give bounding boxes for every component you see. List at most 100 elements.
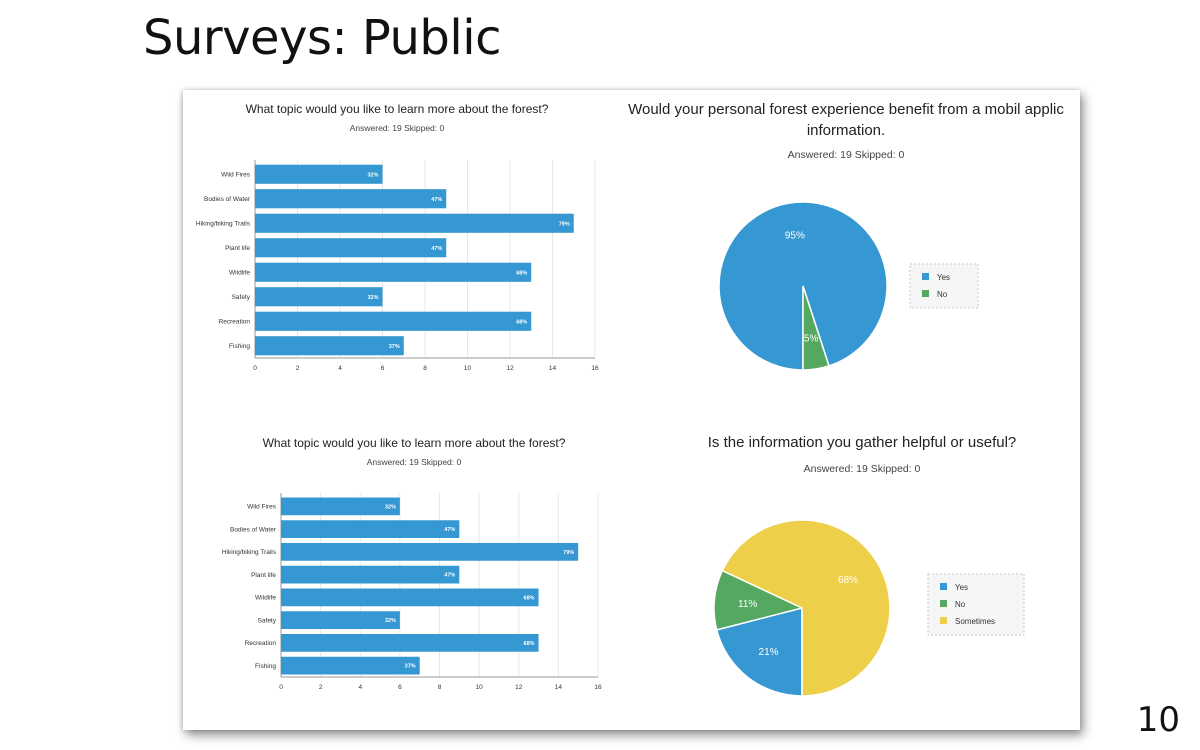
bar <box>281 656 420 675</box>
pie-slice <box>715 607 803 697</box>
category-label: Safety <box>232 294 251 301</box>
category-label: Bodies of Water <box>230 526 277 533</box>
pie-slice-label: 68% <box>838 575 858 586</box>
bar <box>255 164 383 184</box>
pie-chart-meta: Answered: 19 Skipped: 0 <box>804 463 921 475</box>
pie-chart-title-line-1: Would your personal forest experience be… <box>628 101 1064 118</box>
bar-value-label: 68% <box>524 641 535 647</box>
legend-box <box>909 263 979 309</box>
bar <box>281 543 579 561</box>
bar <box>255 262 532 282</box>
category-label: Plant life <box>225 245 250 252</box>
pie-chart-helpful-info: Is the information you gather helpful or… <box>708 434 1025 697</box>
pie-chart-meta: Answered: 19 Skipped: 0 <box>788 149 905 161</box>
bar <box>255 336 404 356</box>
category-label: Wildlife <box>255 595 276 602</box>
x-tick-label: 0 <box>279 684 283 691</box>
slide-title: Surveys: Public <box>143 10 501 66</box>
bar-value-label: 32% <box>385 504 396 510</box>
x-tick-label: 16 <box>591 365 599 372</box>
bar-value-label: 32% <box>367 172 378 178</box>
legend-swatch <box>940 617 947 624</box>
x-tick-label: 0 <box>253 365 257 372</box>
category-label: Recreation <box>219 319 251 326</box>
pie-slice-label: 11% <box>738 599 757 610</box>
x-tick-label: 6 <box>398 684 402 691</box>
legend-swatch <box>940 583 947 590</box>
pie-slice <box>802 285 830 371</box>
bar-chart-topics-top: What topic would you like to learn more … <box>196 102 599 372</box>
category-label: Recreation <box>245 640 277 647</box>
x-tick-label: 6 <box>381 365 385 372</box>
bar-chart-topics-bottom: What topic would you like to learn more … <box>222 436 602 691</box>
survey-charts: What topic would you like to learn more … <box>196 101 1064 697</box>
category-label: Wildlife <box>229 270 250 277</box>
pie-slice-label: 95% <box>785 231 805 242</box>
x-tick-label: 2 <box>296 365 300 372</box>
legend-swatch <box>940 600 947 607</box>
bar-value-label: 68% <box>516 270 527 276</box>
pie-slice <box>721 519 891 697</box>
pie-chart-mobile-app: Would your personal forest experience be… <box>628 101 1064 371</box>
bar-chart-meta: Answered: 19 Skipped: 0 <box>367 457 462 467</box>
bar-value-label: 32% <box>385 618 396 624</box>
x-tick-label: 12 <box>506 365 514 372</box>
bar <box>281 520 460 538</box>
category-label: Fishing <box>255 663 276 670</box>
x-tick-label: 10 <box>464 365 472 372</box>
bar-value-label: 79% <box>563 550 574 556</box>
x-tick-label: 12 <box>515 684 523 691</box>
bar <box>281 497 400 516</box>
bar-value-label: 47% <box>431 246 442 252</box>
pie-chart-title-line-2: information. <box>807 122 885 139</box>
legend-label: No <box>937 290 948 299</box>
x-tick-label: 14 <box>549 365 557 372</box>
bar-value-label: 68% <box>524 595 535 601</box>
x-tick-label: 4 <box>358 684 362 691</box>
category-label: Wild Fires <box>221 172 251 179</box>
legend-swatch <box>922 273 929 280</box>
bar <box>255 189 447 209</box>
x-tick-label: 16 <box>594 684 602 691</box>
bar-value-label: 47% <box>444 527 455 533</box>
category-label: Hiking/biking Trails <box>196 221 251 228</box>
x-tick-label: 4 <box>338 365 342 372</box>
bar-chart-title: What topic would you like to learn more … <box>263 436 566 450</box>
bar-value-label: 37% <box>405 664 416 670</box>
bar <box>281 634 539 652</box>
category-label: Bodies of Water <box>204 196 251 203</box>
legend-label: Yes <box>955 583 968 592</box>
bar-value-label: 47% <box>431 197 442 203</box>
bar <box>255 238 447 258</box>
legend-swatch <box>922 290 929 297</box>
bar-chart-meta: Answered: 19 Skipped: 0 <box>350 123 445 133</box>
bar-value-label: 79% <box>559 221 570 227</box>
x-tick-label: 8 <box>423 365 427 372</box>
pie-chart-title: Is the information you gather helpful or… <box>708 434 1017 451</box>
bar <box>255 287 383 307</box>
x-tick-label: 10 <box>476 684 484 691</box>
category-label: Fishing <box>229 343 250 350</box>
bar-value-label: 68% <box>516 319 527 325</box>
pie-slice-label: 21% <box>759 647 779 658</box>
bar-value-label: 47% <box>444 573 455 579</box>
bar-value-label: 37% <box>389 344 400 350</box>
bar <box>255 311 532 331</box>
bar <box>281 588 539 607</box>
slide-page-number: 10 <box>1136 700 1180 740</box>
legend-label: Sometimes <box>955 617 995 626</box>
category-label: Plant life <box>251 572 276 579</box>
x-tick-label: 2 <box>319 684 323 691</box>
bar <box>255 213 574 233</box>
pie-slice-label: 5% <box>804 333 819 344</box>
bar-chart-title: What topic would you like to learn more … <box>246 102 549 116</box>
legend-label: No <box>955 600 966 609</box>
x-tick-label: 14 <box>555 684 563 691</box>
legend-label: Yes <box>937 273 950 282</box>
category-label: Hiking/biking Trails <box>222 549 277 556</box>
category-label: Safety <box>258 617 277 624</box>
bar <box>281 565 460 584</box>
bar <box>281 611 400 629</box>
x-tick-label: 8 <box>438 684 442 691</box>
survey-results-screenshot: What topic would you like to learn more … <box>183 90 1080 730</box>
